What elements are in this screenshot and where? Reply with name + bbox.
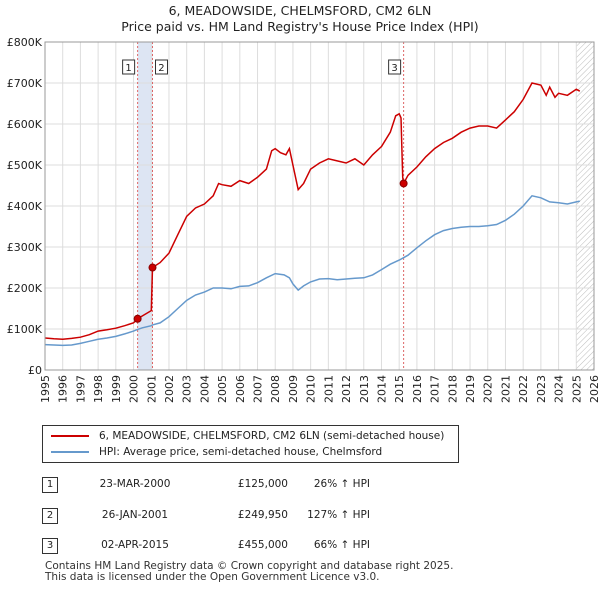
legend-swatch-red [51,435,89,437]
legend-item-hpi: HPI: Average price, semi-detached house,… [51,445,382,459]
x-tick-label: 2003 [181,375,194,403]
x-tick-label: 2020 [482,375,495,403]
x-tick-label: 2013 [358,375,371,403]
transaction-date: 02-APR-2015 [101,539,169,551]
y-tick-label: £600K [7,118,43,131]
transaction-hpi: 26% ↑ HPI [313,478,370,490]
transaction-date: 26-JAN-2001 [101,509,169,521]
sale-marker-label: 1 [125,63,131,74]
x-tick-label: 2008 [269,375,282,403]
hpi-line [45,194,580,347]
x-tick-label: 2018 [446,375,459,403]
x-tick-label: 2025 [570,375,583,403]
transaction-number: 2 [42,508,58,524]
y-tick-label: £700K [7,77,43,90]
sale-marker-box [388,59,402,75]
sale-marker-label: 2 [158,63,164,74]
x-tick-label: 1995 [39,375,52,403]
x-tick-label: 2022 [517,375,530,403]
transaction-number: 3 [42,538,58,554]
transaction-date: 23-MAR-2000 [99,478,171,490]
transaction-row: 2 26-JAN-2001 £249,950 127% ↑ HPI [42,508,462,526]
y-tick-label: £300K [7,241,43,254]
y-tick-label: £800K [7,36,43,49]
x-tick-label: 2011 [322,375,335,403]
transaction-row: 1 23-MAR-2000 £125,000 26% ↑ HPI [42,477,462,495]
x-tick-label: 2016 [411,375,424,403]
y-tick-label: £500K [7,159,43,172]
price-chart: 1 2 3 £0 £100K £200K £300K £400K £500K £600K £700K… [7,36,600,403]
legend-swatch-blue [51,451,89,453]
x-tick-label: 2004 [198,375,211,403]
footer-licence: This data is licensed under the Open Gov… [45,571,380,583]
x-tick-label: 2021 [499,375,512,403]
x-tick-label: 2015 [393,375,406,403]
y-tick-label: £200K [7,282,43,295]
transaction-hpi: 66% ↑ HPI [313,539,370,551]
footer: Contains HM Land Registry data © Crown c… [45,561,453,583]
footer-copyright: Contains HM Land Registry data © Crown c… [45,560,454,572]
legend-label-property: 6, MEADOWSIDE, CHELMSFORD, CM2 6LN (semi… [99,430,445,442]
x-tick-label: 2001 [145,375,158,403]
x-tick-label: 2012 [340,375,353,403]
sale-marker-box [122,59,136,75]
sale-point [399,179,408,188]
x-tick-label: 1999 [110,375,123,403]
sale-marker-label: 3 [391,63,397,74]
x-tick-label: 2002 [163,375,176,403]
x-tick-label: 2007 [252,375,265,403]
legend-label-hpi: HPI: Average price, semi-detached house,… [99,446,383,458]
sale-point [133,314,142,323]
transaction-number: 1 [42,477,58,493]
x-tick-label: 2017 [429,375,442,403]
x-tick-label: 1998 [92,375,105,403]
x-tick-label: 2026 [588,375,600,403]
y-tick-label: £100K [7,323,43,336]
x-tick-label: 2019 [464,375,477,403]
x-tick-label: 1996 [57,375,70,403]
x-tick-label: 1997 [74,375,87,403]
chart-title: 6, MEADOWSIDE, CHELMSFORD, CM2 6LN [168,3,432,18]
legend: 6, MEADOWSIDE, CHELMSFORD, CM2 6LN (semi… [42,425,459,463]
transaction-hpi: 127% ↑ HPI [307,509,370,521]
x-tick-label: 2024 [553,375,566,403]
x-tick-label: 2010 [305,375,318,403]
property-price-line [45,82,581,341]
y-tick-label: £400K [7,200,43,213]
sale-point [148,263,157,272]
legend-item-property: 6, MEADOWSIDE, CHELMSFORD, CM2 6LN (semi… [51,429,444,443]
transaction-price: £455,000 [237,539,288,551]
x-tick-label: 2009 [287,375,300,403]
transaction-row: 3 02-APR-2015 £455,000 66% ↑ HPI [42,538,462,556]
x-tick-label: 2023 [535,375,548,403]
x-tick-label: 2000 [128,375,141,403]
transaction-price: £125,000 [237,478,288,490]
plot-frame [44,41,595,371]
transaction-price: £249,950 [237,509,288,521]
x-tick-label: 2006 [234,375,247,403]
y-tick-label: £0 [28,364,42,377]
chart-subtitle: Price paid vs. HM Land Registry's House … [121,19,479,34]
x-tick-label: 2014 [375,375,388,403]
x-tick-label: 2005 [216,375,229,403]
sale-marker-box [154,59,168,75]
